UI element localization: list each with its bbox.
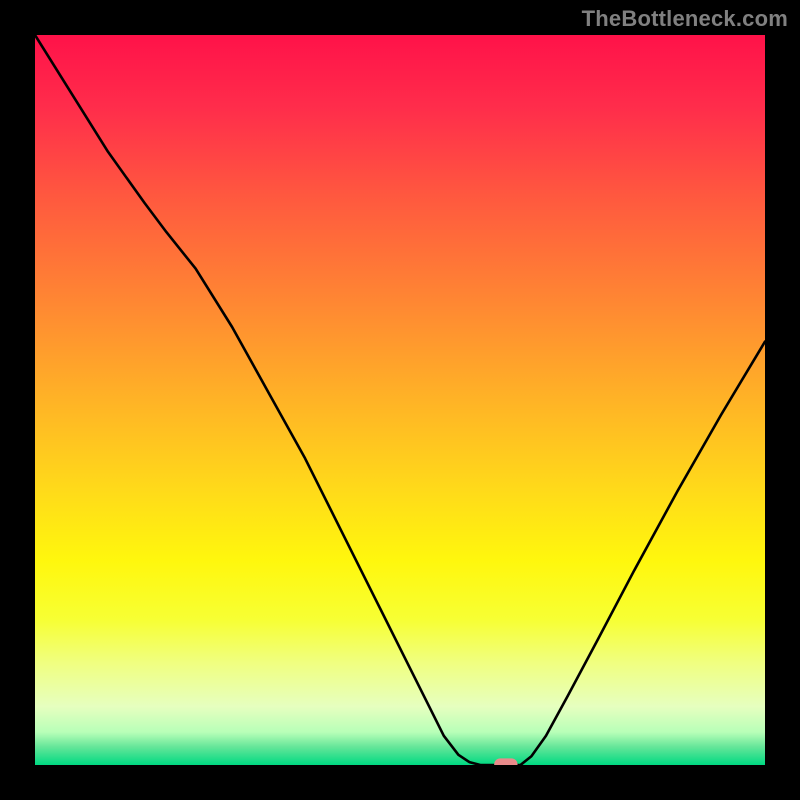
bottleneck-curve: [35, 35, 765, 765]
chart-frame: TheBottleneck.com: [0, 0, 800, 800]
curve-layer: [35, 35, 765, 765]
optimal-marker: [494, 758, 517, 765]
plot-area: [35, 35, 765, 765]
watermark-text: TheBottleneck.com: [582, 6, 788, 32]
